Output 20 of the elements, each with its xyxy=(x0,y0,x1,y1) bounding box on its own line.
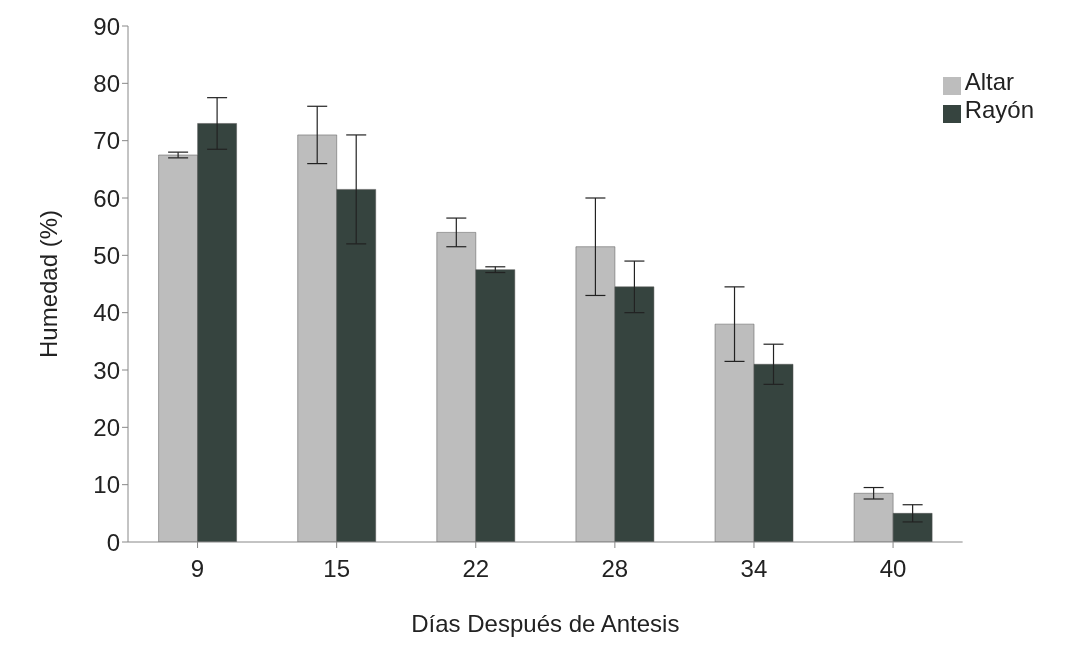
y-tick-label: 20 xyxy=(93,413,120,441)
legend-label: Altar xyxy=(964,68,1014,95)
y-tick-label: 10 xyxy=(93,471,120,499)
y-tick-label: 30 xyxy=(93,356,120,384)
x-tick-label: 15 xyxy=(323,555,351,583)
x-tick-label: 40 xyxy=(879,555,907,583)
x-axis-title: Días Después de Antesis xyxy=(411,610,680,637)
x-tick-label: 22 xyxy=(462,555,490,583)
x-tick-label: 9 xyxy=(190,555,205,583)
y-tick-label: 70 xyxy=(93,127,120,155)
x-tick-label: 28 xyxy=(601,555,629,583)
y-axis-title: Humedad (%) xyxy=(34,209,62,359)
y-tick-label: 50 xyxy=(93,241,120,269)
y-tick-label: 0 xyxy=(106,528,120,556)
y-tick-label: 60 xyxy=(93,184,120,212)
legend-label: Rayón xyxy=(964,96,1034,123)
y-tick-label: 80 xyxy=(93,69,120,97)
x-tick-label: 34 xyxy=(740,555,768,583)
y-tick-label: 90 xyxy=(93,12,120,40)
y-tick-label: 40 xyxy=(93,299,120,327)
